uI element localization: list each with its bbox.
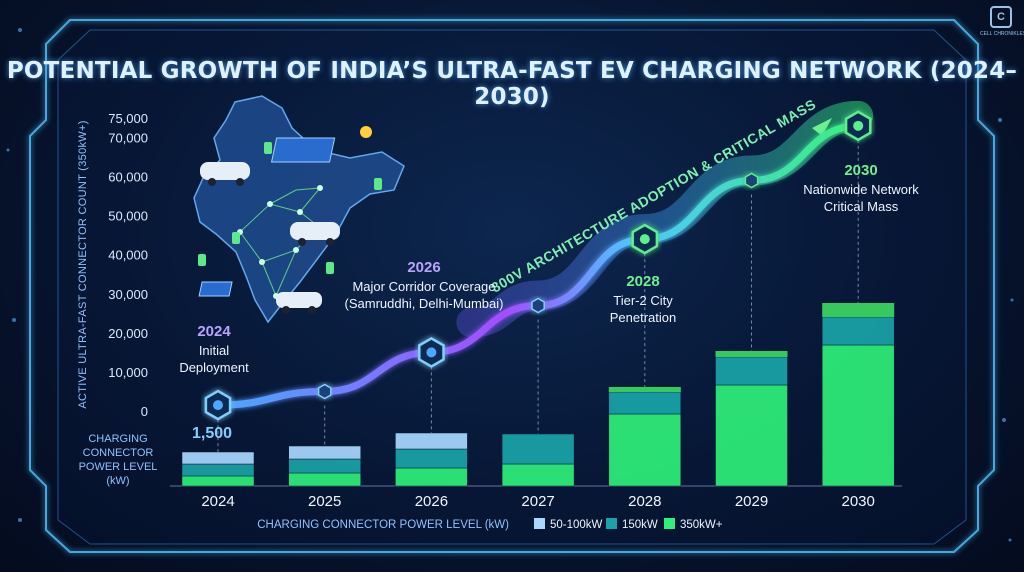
bar-segment-150kW (181, 463, 255, 477)
legend-swatch (664, 518, 675, 529)
x-tick-label: 2029 (735, 493, 768, 510)
bar-segment-350kW+ (501, 463, 575, 487)
legend-swatch (534, 518, 545, 529)
y-tick-label: 10,000 (108, 365, 148, 380)
legend: CHARGING CONNECTOR POWER LEVEL (kW) 50-10… (257, 518, 723, 531)
x-tick-label: 2024 (201, 493, 234, 510)
india-map-illustration (193, 95, 405, 324)
data-point (744, 172, 759, 189)
car-icon (290, 222, 340, 246)
y-tick-label: 0 (141, 404, 148, 419)
trend-arrow-icon (812, 118, 832, 136)
x-tick-label: 2025 (308, 493, 341, 510)
annotation-year: 2024 (197, 323, 231, 340)
data-point-core (853, 120, 864, 131)
bar-axis-label: POWER LEVEL (79, 461, 158, 473)
bar-segment-350kW+ (288, 472, 361, 487)
bar-segment-350kW+ (715, 384, 788, 487)
bar-segment-350kW+ (181, 475, 255, 487)
data-point (317, 383, 332, 400)
network-dots (6, 28, 1014, 542)
y-tick-label: 70,000 (108, 131, 148, 146)
annotation-text: Deployment (179, 360, 249, 375)
bar-segment-350kW+ (608, 413, 682, 487)
data-point-core (426, 347, 437, 358)
annotation-text: Penetration (610, 310, 677, 325)
car-icon (276, 292, 322, 314)
legend-swatch (606, 518, 617, 529)
annotation-text: (Samruddhi, Delhi-Mumbai) (345, 296, 504, 311)
axes: 0 10,000 20,000 30,000 40,000 50,000 60,000 70,… (77, 111, 902, 510)
solar-panel-icon (270, 126, 372, 163)
bar-segment-150kW (608, 391, 682, 415)
bar-segment-150kW (288, 458, 361, 474)
data-point-core (639, 234, 650, 245)
chart-title: POTENTIAL GROWTH OF INDIA’S ULTRA-FAST E… (6, 58, 1018, 110)
bar-segment-150kW (715, 356, 788, 386)
bar-segment-350kW+ (821, 344, 895, 487)
annotation-text: Critical Mass (824, 199, 899, 214)
bar-segment-150kW (395, 448, 468, 469)
y-tick-label: 30,000 (108, 287, 148, 302)
y-tick-label: 60,000 (108, 170, 148, 185)
first-value-label: 1,500 (192, 425, 232, 442)
y-tick-label: 75,000 (108, 111, 148, 126)
data-point (531, 297, 545, 314)
x-tick-label: 2030 (842, 493, 875, 510)
solar-panel-icon (198, 281, 233, 297)
bar-segment-top-cap (608, 387, 681, 392)
annotation-year: 2028 (626, 273, 659, 290)
legend-label: 50-100kW (550, 519, 603, 531)
brand-logo: C CELL CHRONIKLES (980, 6, 1024, 37)
bar-segment-top-cap (715, 351, 788, 357)
car-icon (200, 162, 250, 186)
logo-icon: C (990, 6, 1012, 28)
annotation-text: Major Corridor Coverage (352, 279, 495, 294)
x-tick-label: 2027 (521, 493, 554, 510)
y-tick-label: 20,000 (108, 326, 148, 341)
bar-segment-50-100kW (181, 451, 255, 465)
bar-segment-350kW+ (395, 467, 468, 487)
line-series (204, 110, 872, 421)
bar-axis-label: (kW) (106, 475, 129, 487)
annotation-text: Initial (199, 343, 229, 358)
data-point-core (213, 400, 223, 411)
y-tick-label: 40,000 (108, 248, 148, 263)
charging-plug-icon (198, 142, 382, 274)
logo-text: CELL CHRONIKLES (980, 31, 1024, 37)
y-tick-label: 50,000 (108, 209, 148, 224)
bar-segment-150kW (821, 316, 895, 346)
x-tick-label: 2026 (415, 493, 448, 510)
bars (181, 139, 895, 487)
bar-segment-50-100kW (288, 445, 361, 460)
x-axis-title: CHARGING CONNECTOR POWER LEVEL (kW) (257, 519, 509, 531)
annotation-text: Tier-2 City (613, 293, 673, 308)
x-tick-label: 2028 (628, 493, 661, 510)
annotation-year: 2026 (407, 259, 440, 276)
bar-axis-label: CHARGING (88, 433, 147, 445)
annotations: 2024 Initial Deployment 2026 Major Corridor … (179, 162, 919, 442)
annotation-text: Nationwide Network (803, 182, 919, 197)
legend-label: 150kW (622, 519, 658, 531)
bar-segment-top-cap (822, 303, 895, 317)
bar-segment-150kW (501, 433, 575, 465)
legend-label: 350kW+ (680, 519, 723, 531)
annotation-year: 2030 (844, 162, 877, 179)
bar-segment-50-100kW (395, 432, 468, 450)
y-axis-title: ACTIVE ULTRA-FAST CONNECTOR COUNT (350kW… (77, 120, 89, 408)
bar-axis-label: CONNECTOR (83, 447, 154, 459)
